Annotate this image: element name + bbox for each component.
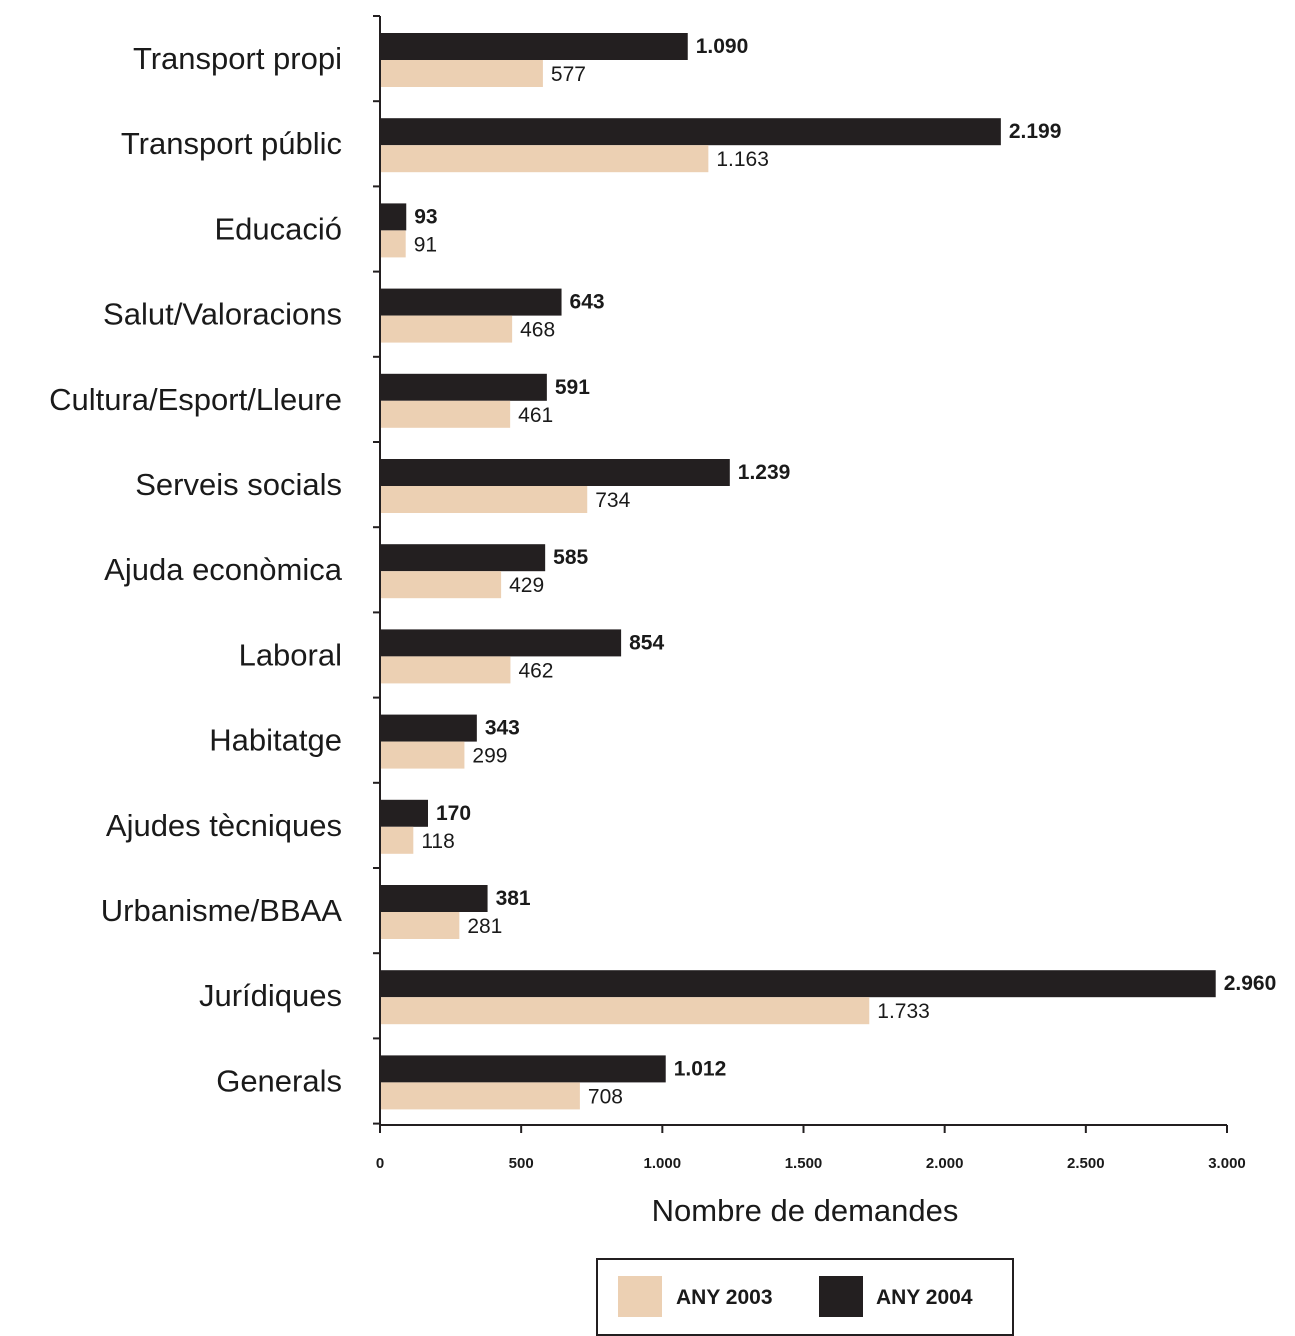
x-tick-label: 500 (509, 1155, 534, 1172)
x-tick-label: 3.000 (1208, 1155, 1246, 1172)
value-label-2003: 708 (588, 1085, 623, 1108)
bar-2004 (380, 714, 477, 742)
value-label-2004: 2.199 (1009, 120, 1062, 143)
value-label-2004: 591 (555, 376, 590, 399)
bar-2004 (380, 970, 1216, 998)
category-label: Transport públic (121, 126, 342, 161)
category-label: Jurídiques (199, 978, 342, 1013)
legend: ANY 2003 ANY 2004 (596, 1258, 1014, 1336)
bar-2004 (380, 203, 407, 231)
x-tick-label: 1.500 (785, 1155, 823, 1172)
bar-2004 (380, 33, 688, 60)
value-label-2003: 1.163 (716, 148, 769, 171)
bar-2004 (380, 288, 562, 316)
category-label: Educació (214, 211, 342, 246)
value-label-2003: 468 (520, 319, 555, 342)
value-label-2004: 2.960 (1224, 972, 1277, 995)
x-axis-title: Nombre de demandes (652, 1193, 959, 1228)
legend-label: ANY 2004 (876, 1286, 973, 1309)
bar-2003 (380, 145, 709, 173)
value-label-2003: 461 (518, 404, 553, 427)
value-label-2003: 299 (472, 745, 507, 768)
bar-2004 (380, 373, 547, 401)
legend-label: ANY 2003 (676, 1286, 773, 1309)
x-tick-label: 0 (376, 1155, 384, 1172)
value-label-2004: 1.239 (738, 461, 791, 484)
bar-2004 (380, 544, 546, 572)
value-label-2004: 1.090 (696, 35, 749, 58)
legend-swatch (618, 1276, 662, 1317)
bar-2004 (380, 1055, 666, 1083)
bar-2004 (380, 118, 1001, 146)
value-label-2004: 93 (414, 205, 437, 228)
bar-2003 (380, 912, 460, 939)
bar-2004 (380, 799, 428, 827)
bar-2003 (380, 826, 414, 854)
x-tick-label: 2.000 (926, 1155, 964, 1172)
category-label: Ajuda econòmica (104, 552, 343, 587)
category-label: Laboral (239, 637, 342, 672)
category-label: Serveis socials (135, 467, 342, 502)
category-label: Urbanisme/BBAA (101, 893, 343, 928)
category-label: Transport propi (133, 41, 342, 76)
legend-box (596, 1258, 1014, 1336)
category-label: Generals (216, 1063, 342, 1098)
x-tick-label: 1.000 (644, 1155, 682, 1172)
bar-2003 (380, 1082, 580, 1110)
value-label-2003: 1.733 (877, 1000, 930, 1023)
value-label-2003: 118 (421, 830, 454, 853)
category-label: Cultura/Esport/Lleure (49, 382, 342, 417)
value-label-2003: 577 (551, 63, 586, 86)
bar-2003 (380, 997, 870, 1025)
value-label-2004: 381 (496, 887, 531, 910)
x-tick-label: 2.500 (1067, 1155, 1105, 1172)
value-label-2004: 1.012 (674, 1057, 727, 1080)
value-label-2003: 429 (509, 574, 544, 597)
category-label: Ajudes tècniques (106, 808, 342, 843)
bar-2003 (380, 230, 406, 258)
value-label-2004: 643 (570, 291, 605, 314)
bar-2004 (380, 885, 488, 912)
bar-2004 (380, 629, 622, 657)
value-label-2003: 91 (414, 233, 437, 256)
value-label-2004: 170 (436, 802, 471, 825)
bar-2003 (380, 486, 588, 513)
category-label: Salut/Valoracions (103, 297, 342, 332)
axes: 0 500 1.000 1.500 2.000 2.500 3.000 (373, 15, 1246, 1172)
category-label: Habitatge (209, 723, 342, 758)
category-labels: Transport propi Transport públic Educació S… (49, 41, 343, 1098)
bar-2003 (380, 400, 511, 428)
bar-2003 (380, 656, 511, 684)
bar-2004 (380, 459, 730, 486)
legend-swatch (819, 1276, 863, 1317)
bar-2003 (380, 315, 513, 343)
bar-2003 (380, 571, 502, 599)
value-label-2004: 854 (629, 631, 664, 654)
value-label-2004: 585 (553, 546, 588, 569)
value-label-2003: 462 (518, 659, 553, 682)
bar-2003 (380, 741, 465, 769)
value-label-2003: 734 (595, 489, 630, 512)
value-label-2003: 281 (467, 915, 502, 938)
bar-2003 (380, 60, 543, 87)
bars (380, 33, 1216, 1110)
value-label-2004: 343 (485, 717, 520, 740)
